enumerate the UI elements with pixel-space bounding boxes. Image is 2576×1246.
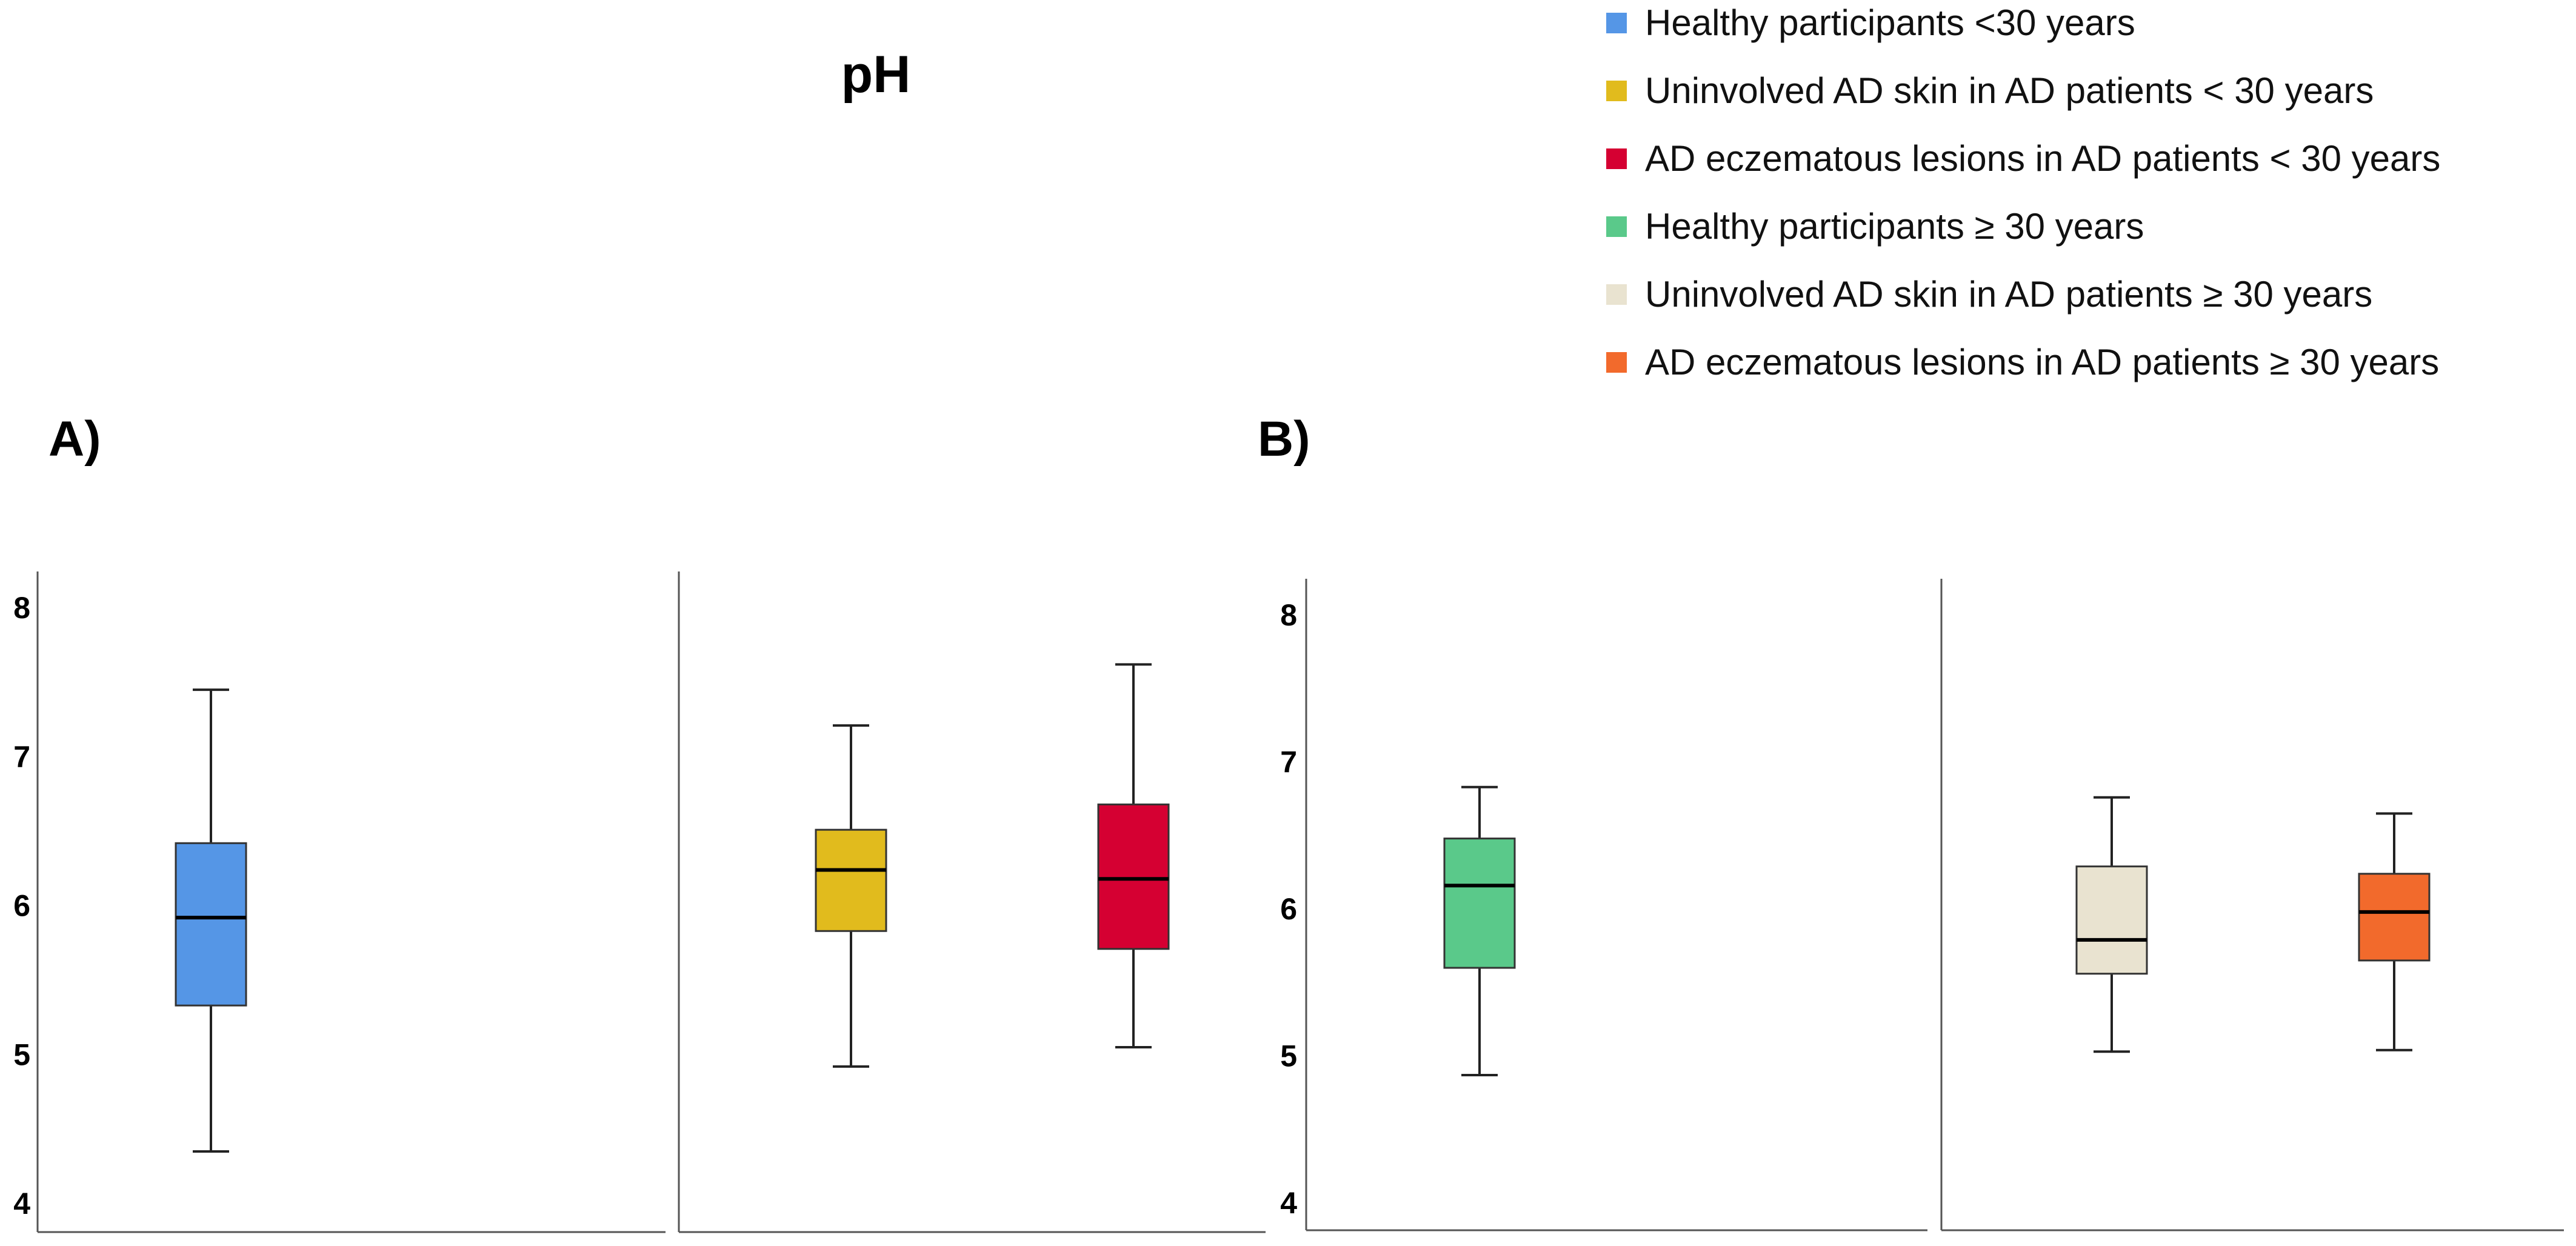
y-tick-label: 6 bbox=[1280, 892, 1297, 926]
y-tick-label: 5 bbox=[1280, 1039, 1297, 1073]
box-body bbox=[815, 828, 887, 932]
panel-label: B) bbox=[1258, 411, 1310, 467]
y-tick-label: 8 bbox=[13, 591, 30, 625]
panel-b: B) 4 5 6 7 8 bbox=[1258, 411, 2564, 1231]
box-plot bbox=[1097, 663, 1170, 1048]
y-tick-label: 4 bbox=[13, 1187, 30, 1221]
chart-title: pH bbox=[841, 45, 911, 104]
legend-label: Uninvolved AD skin in AD patients < 30 y… bbox=[1645, 70, 2374, 111]
legend-swatch bbox=[1606, 284, 1627, 305]
panel-label: A) bbox=[48, 411, 101, 467]
y-tick-label: 6 bbox=[13, 889, 30, 923]
legend-label: Healthy participants ≥ 30 years bbox=[1645, 206, 2144, 247]
y-tick-label: 5 bbox=[13, 1038, 30, 1071]
panel-a: A) 4 5 6 7 8 bbox=[13, 411, 1266, 1233]
legend-label: AD eczematous lesions in AD patients < 3… bbox=[1645, 138, 2440, 179]
plot-panels: A) 4 5 6 7 8 B) 4 5 6 7 8 bbox=[13, 411, 2564, 1233]
box-body bbox=[2075, 865, 2148, 975]
legend-swatch bbox=[1606, 148, 1627, 169]
box-plot bbox=[815, 724, 887, 1068]
legend-swatch bbox=[1606, 216, 1627, 237]
box-body bbox=[2358, 873, 2431, 962]
box-plot bbox=[175, 688, 247, 1153]
box-body bbox=[1443, 838, 1516, 969]
box-body bbox=[175, 842, 247, 1007]
legend-swatch bbox=[1606, 13, 1627, 33]
legend-label: Uninvolved AD skin in AD patients ≥ 30 y… bbox=[1645, 274, 2372, 315]
y-tick-label: 7 bbox=[13, 740, 30, 774]
legend-swatch bbox=[1606, 81, 1627, 101]
box-plot bbox=[2358, 812, 2431, 1051]
y-tick-label: 8 bbox=[1280, 598, 1297, 632]
y-tick-label: 7 bbox=[1280, 745, 1297, 779]
box-plot bbox=[2075, 796, 2148, 1053]
legend-label: Healthy participants <30 years bbox=[1645, 2, 2135, 43]
legend-label: AD eczematous lesions in AD patients ≥ 3… bbox=[1645, 342, 2439, 382]
y-tick-label: 4 bbox=[1280, 1186, 1297, 1220]
legend: Healthy participants <30 years Uninvolved… bbox=[1606, 2, 2440, 382]
box-plot bbox=[1443, 785, 1516, 1077]
box-body bbox=[1097, 803, 1170, 950]
legend-swatch bbox=[1606, 352, 1627, 373]
